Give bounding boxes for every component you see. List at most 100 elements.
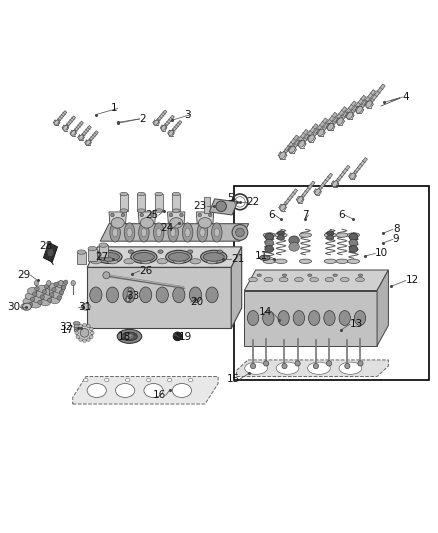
Text: 19: 19	[179, 332, 192, 342]
Ellipse shape	[87, 338, 90, 342]
Ellipse shape	[59, 280, 63, 286]
Ellipse shape	[124, 223, 135, 242]
Polygon shape	[291, 130, 308, 151]
Ellipse shape	[324, 311, 335, 326]
Ellipse shape	[155, 192, 162, 196]
Bar	[88, 248, 97, 261]
Ellipse shape	[198, 213, 201, 217]
Polygon shape	[237, 360, 389, 376]
Ellipse shape	[73, 321, 80, 325]
Ellipse shape	[37, 285, 47, 292]
Ellipse shape	[347, 233, 360, 237]
Ellipse shape	[333, 274, 337, 277]
Bar	[138, 194, 145, 211]
Ellipse shape	[358, 361, 363, 366]
Ellipse shape	[208, 213, 212, 217]
Text: 8: 8	[393, 224, 399, 235]
Ellipse shape	[126, 378, 130, 382]
Ellipse shape	[173, 259, 184, 264]
Polygon shape	[358, 90, 376, 111]
Polygon shape	[244, 290, 377, 346]
Ellipse shape	[265, 239, 274, 246]
Ellipse shape	[47, 248, 54, 257]
Ellipse shape	[140, 213, 144, 217]
Bar	[77, 252, 86, 264]
Ellipse shape	[336, 259, 348, 263]
Ellipse shape	[76, 327, 79, 330]
Ellipse shape	[28, 302, 32, 306]
Polygon shape	[310, 118, 328, 140]
Polygon shape	[281, 189, 297, 209]
Ellipse shape	[54, 120, 59, 125]
Text: 22: 22	[246, 197, 259, 207]
Ellipse shape	[247, 311, 259, 326]
Ellipse shape	[217, 250, 223, 253]
Polygon shape	[73, 376, 218, 404]
Ellipse shape	[278, 235, 285, 240]
Ellipse shape	[52, 292, 62, 298]
Ellipse shape	[326, 361, 332, 366]
Ellipse shape	[122, 332, 138, 341]
Text: 28: 28	[39, 240, 52, 251]
Text: 29: 29	[17, 270, 30, 280]
Ellipse shape	[21, 303, 31, 310]
Ellipse shape	[349, 239, 358, 246]
Ellipse shape	[141, 259, 151, 264]
Polygon shape	[87, 268, 231, 328]
Text: 9: 9	[393, 235, 399, 245]
Bar	[155, 194, 162, 211]
Ellipse shape	[289, 236, 299, 245]
Text: 30: 30	[7, 302, 20, 312]
Ellipse shape	[236, 228, 244, 237]
Text: 6: 6	[268, 210, 275, 220]
Ellipse shape	[59, 290, 64, 295]
Ellipse shape	[168, 253, 189, 261]
Ellipse shape	[34, 280, 39, 286]
Ellipse shape	[279, 277, 288, 282]
Ellipse shape	[349, 246, 358, 253]
Ellipse shape	[61, 285, 66, 289]
Ellipse shape	[294, 277, 303, 282]
Text: 15: 15	[227, 374, 240, 384]
Ellipse shape	[337, 118, 343, 125]
Ellipse shape	[276, 362, 299, 374]
Ellipse shape	[308, 311, 320, 326]
Ellipse shape	[90, 287, 102, 303]
Ellipse shape	[327, 231, 334, 236]
Text: 7: 7	[302, 210, 308, 220]
Ellipse shape	[80, 328, 89, 337]
Ellipse shape	[141, 228, 147, 237]
Ellipse shape	[113, 228, 118, 237]
Ellipse shape	[54, 282, 58, 287]
Text: 4: 4	[403, 92, 409, 102]
Ellipse shape	[27, 287, 38, 294]
Ellipse shape	[40, 299, 50, 306]
Ellipse shape	[83, 339, 86, 343]
Polygon shape	[162, 115, 174, 128]
Ellipse shape	[328, 124, 334, 130]
Polygon shape	[334, 165, 350, 185]
Polygon shape	[339, 101, 357, 123]
Ellipse shape	[125, 334, 134, 339]
Ellipse shape	[200, 228, 205, 237]
Ellipse shape	[90, 335, 93, 338]
Ellipse shape	[99, 250, 104, 253]
Text: 26: 26	[140, 266, 153, 276]
Polygon shape	[377, 270, 389, 346]
Ellipse shape	[169, 131, 173, 135]
Ellipse shape	[257, 274, 261, 277]
Ellipse shape	[345, 364, 350, 369]
Ellipse shape	[173, 287, 185, 303]
Text: 20: 20	[191, 297, 204, 308]
Ellipse shape	[307, 274, 312, 277]
Ellipse shape	[251, 364, 256, 369]
Ellipse shape	[88, 246, 97, 251]
Ellipse shape	[77, 250, 86, 254]
Ellipse shape	[173, 332, 182, 341]
Ellipse shape	[189, 287, 201, 303]
Ellipse shape	[90, 327, 93, 330]
Ellipse shape	[216, 201, 226, 212]
Bar	[74, 323, 79, 331]
Ellipse shape	[358, 274, 363, 277]
Ellipse shape	[156, 287, 168, 303]
